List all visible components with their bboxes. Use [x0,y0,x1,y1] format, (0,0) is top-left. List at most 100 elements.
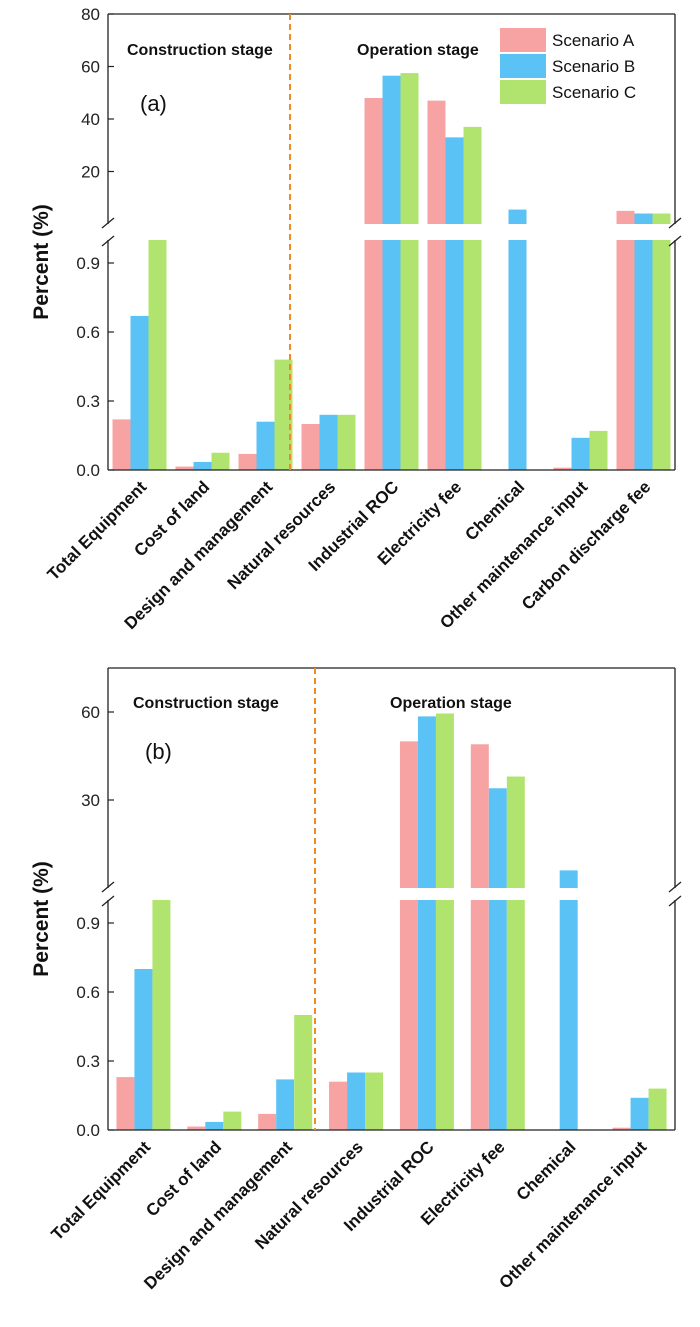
bar [427,100,446,224]
stage-label: Operation stage [357,42,479,59]
bar [634,213,653,224]
bar [276,1079,295,1130]
x-tick-label: Chemical [461,477,528,544]
legend-swatch [500,54,546,78]
axis-break-gap [109,225,674,239]
bar [506,776,525,888]
bar [112,419,131,470]
legend-label: Scenario A [552,31,635,50]
axis-break-mark [668,881,682,893]
bar [347,1072,366,1130]
bar [634,240,653,470]
y-tick-label: 0.9 [76,914,100,933]
y-tick-label: 20 [81,163,100,182]
bar [364,98,383,224]
bar [134,969,153,1130]
bar [238,453,257,470]
bar [130,315,149,470]
y-tick-label: 0.0 [76,461,100,480]
axis-break-mark [668,895,682,907]
y-axis-label: Percent (%) [30,861,53,977]
bar [211,452,230,470]
panel-label: (b) [145,739,172,764]
x-tick-label: Carbon discharge fee [518,477,654,613]
y-tick-label: 0.0 [76,1121,100,1140]
x-tick-label: Chemical [513,1137,580,1204]
y-tick-label: 60 [81,703,100,722]
bar [205,1121,224,1130]
legend-label: Scenario C [552,83,636,102]
axis-break-mark [101,235,115,247]
bar [382,240,401,470]
axis-break-gap [109,889,674,899]
stage-label: Operation stage [390,695,512,712]
bar [337,414,356,470]
y-tick-label: 0.9 [76,254,100,273]
x-tick-label: Total Equipment [48,1137,155,1244]
bar [417,900,436,1130]
axis-break-mark [101,881,115,893]
y-tick-label: 40 [81,110,100,129]
bar [294,1015,313,1130]
bar [616,210,635,224]
y-tick-label: 80 [81,5,100,24]
bar [445,240,464,470]
bar [559,870,578,888]
bar [258,1113,277,1130]
legend-label: Scenario B [552,57,635,76]
bar [399,741,418,888]
axis-break-mark [668,235,682,247]
bar [175,466,194,470]
x-tick-label: Other maintenance input [495,1137,650,1292]
x-tick-label: Design and management [140,1137,296,1293]
bar [301,424,320,470]
bar [553,467,572,470]
axis-break-mark [101,895,115,907]
y-tick-label: 0.6 [76,323,100,342]
bar [193,461,212,470]
bar [152,900,171,1130]
x-tick-label: Total Equipment [44,477,151,584]
bar [187,1126,206,1130]
bar [508,209,527,224]
chart-panel-b: 0.0 0.3 0.6 0.9 30 60 Percent (%) Total Equipme… [30,667,682,1293]
y-tick-label: 30 [81,791,100,810]
y-tick-label: 60 [81,58,100,77]
legend-swatch [500,80,546,104]
bar [571,437,590,470]
stage-label: Construction stage [133,695,279,712]
bar [427,240,446,470]
bar [506,900,525,1130]
y-tick-label: 0.3 [76,1052,100,1071]
y-axis-label: Percent (%) [30,204,53,320]
bar [589,430,608,470]
bar [612,1127,631,1130]
bar [148,240,167,470]
y-tick-label: 0.3 [76,392,100,411]
chart-panel-a: 0.0 0.3 0.6 0.9 20 40 60 80 Percent (%) Total Equ… [30,5,682,633]
bar [382,75,401,224]
x-tick-label: Natural resources [224,477,340,593]
bar [417,716,436,888]
bar [256,421,275,470]
bar [365,1072,384,1130]
bar [508,240,527,470]
bar [648,1088,667,1130]
bar [463,126,482,224]
bar [470,900,489,1130]
bar [399,900,418,1130]
bar [435,900,454,1130]
stage-label: Construction stage [127,42,273,59]
bar [400,240,419,470]
bar [488,900,507,1130]
bar [652,240,671,470]
bar [559,900,578,1130]
bar [463,240,482,470]
bar [400,73,419,224]
bar [616,240,635,470]
bar [116,1077,135,1130]
bar [329,1081,348,1130]
bar [652,213,671,224]
bar [364,240,383,470]
bar [445,137,464,224]
